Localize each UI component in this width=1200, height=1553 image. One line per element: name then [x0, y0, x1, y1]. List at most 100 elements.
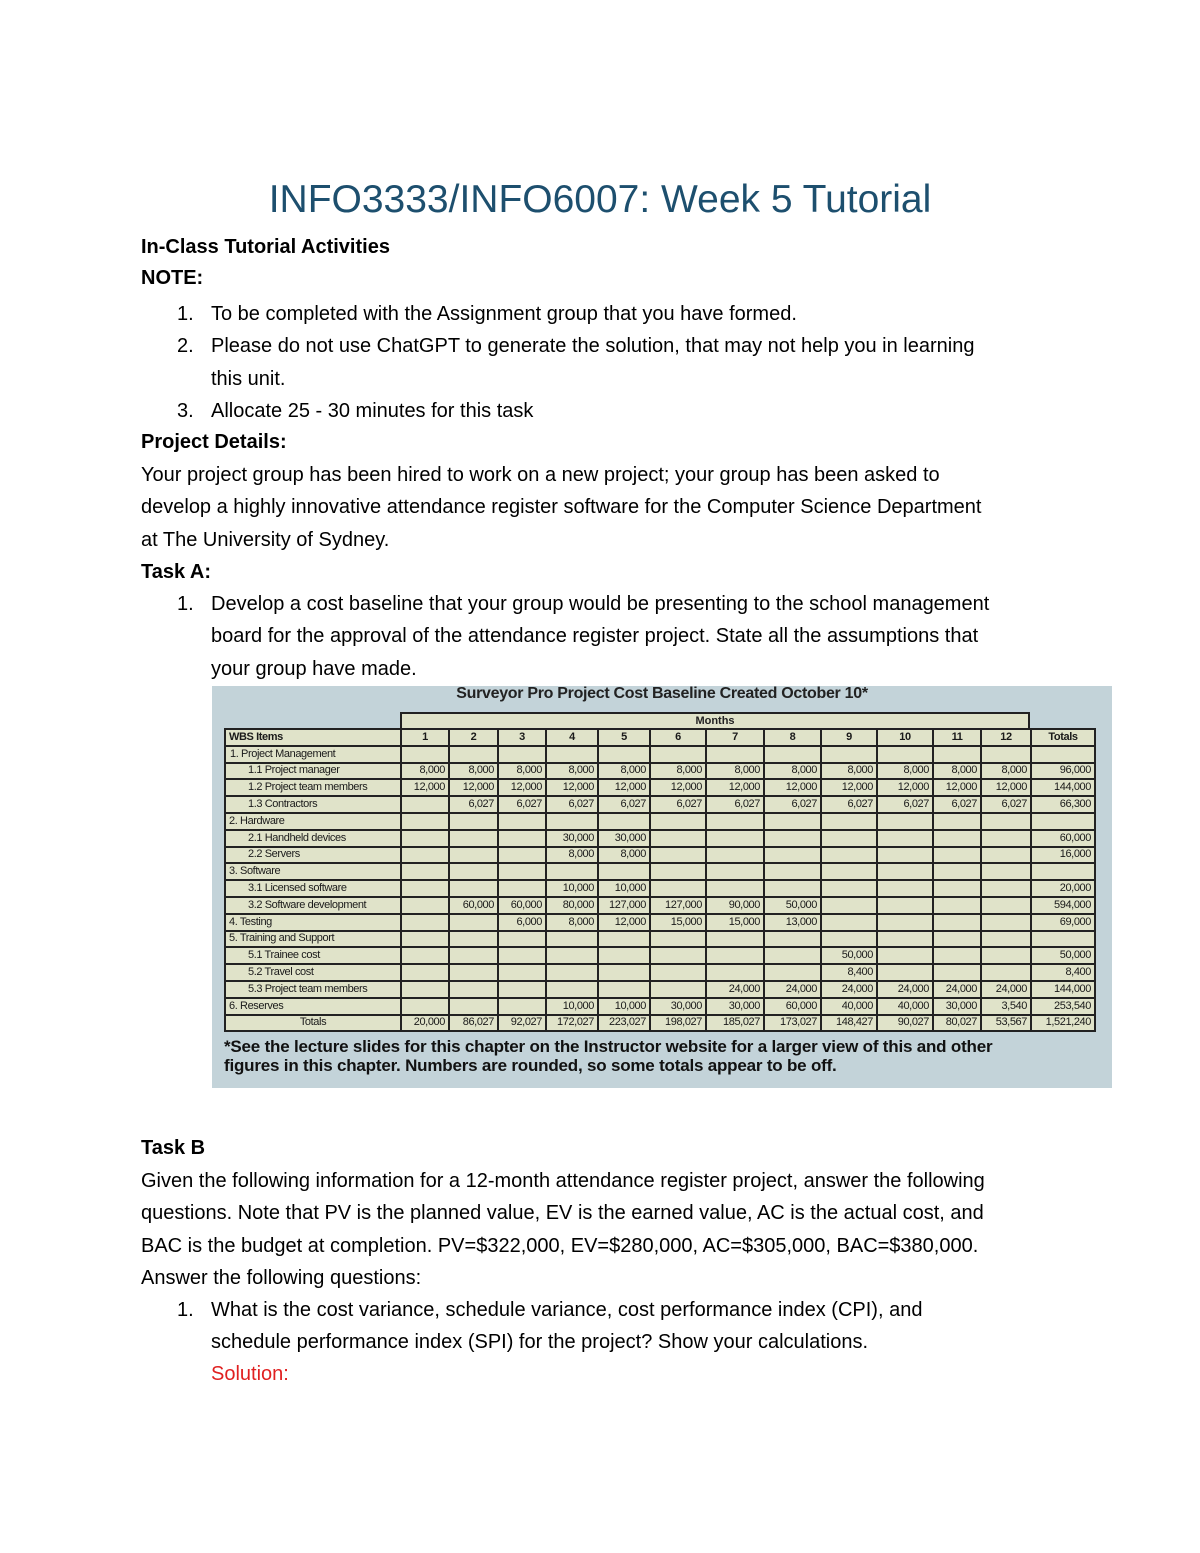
- cell-value: [400, 895, 450, 915]
- row-label: 6. Reserves: [224, 996, 402, 1016]
- cell-value: [545, 979, 599, 999]
- cell-value: [820, 744, 878, 764]
- cell-value: [705, 845, 765, 865]
- cell-value: 594,000: [1030, 895, 1096, 915]
- note-text: Allocate 25 - 30 minutes for this task: [211, 400, 534, 422]
- cell-value: 6,027: [932, 795, 982, 814]
- table-row: 6. Reserves 10,000 10,000 30,000 30,000 60,00…: [224, 996, 1096, 1016]
- row-label: 4. Testing: [224, 912, 402, 932]
- cell-value: [649, 929, 707, 949]
- cell-value: 1,521,240: [1030, 1013, 1096, 1033]
- cell-value: [932, 845, 982, 865]
- cell-value: 12,000: [649, 778, 707, 798]
- cell-value: [876, 845, 934, 865]
- column-header: 11: [932, 728, 982, 747]
- cell-value: [400, 744, 450, 764]
- note-text: this unit.: [211, 368, 286, 390]
- cell-value: 12,000: [820, 778, 878, 798]
- cell-value: [400, 996, 450, 1016]
- cell-value: 8,000: [980, 761, 1032, 781]
- cell-value: 8,000: [597, 845, 651, 865]
- cell-value: 6,027: [545, 795, 599, 814]
- row-label: 3. Software: [224, 862, 402, 882]
- cell-value: [763, 828, 822, 848]
- months-header: Months: [400, 712, 1030, 728]
- cell-value: [1030, 862, 1096, 882]
- cell-value: [876, 912, 934, 932]
- cell-value: [649, 845, 707, 865]
- cell-value: 8,000: [932, 761, 982, 781]
- cell-value: [497, 979, 547, 999]
- cell-value: [649, 979, 707, 999]
- cell-value: [763, 862, 822, 882]
- cell-value: 12,000: [597, 912, 651, 932]
- cell-value: [705, 862, 765, 882]
- cell-value: [448, 828, 499, 848]
- cell-value: [545, 963, 599, 982]
- figure-footnote: *See the lecture slides for this chapter…: [224, 1037, 993, 1075]
- cell-value: [876, 879, 934, 898]
- cell-value: 50,000: [1030, 946, 1096, 966]
- cell-value: 69,000: [1030, 912, 1096, 932]
- note-number: 1.: [177, 303, 194, 325]
- cell-value: [980, 929, 1032, 949]
- column-header: 10: [876, 728, 934, 747]
- table-row: 3.2 Software development 60,000 60,000 80,0…: [224, 895, 1096, 915]
- row-label: 5. Training and Support: [224, 929, 402, 949]
- cell-value: 144,000: [1030, 979, 1096, 999]
- project-text: at The University of Sydney.: [141, 529, 390, 551]
- column-header: 1: [400, 728, 450, 747]
- cell-value: 60,000: [448, 895, 499, 915]
- cell-value: 127,000: [649, 895, 707, 915]
- row-label: Totals: [224, 1013, 402, 1033]
- cell-value: [400, 845, 450, 865]
- table-row: 5.1 Trainee cost 50,000 50,000: [224, 946, 1096, 966]
- cell-value: 8,000: [497, 761, 547, 781]
- cell-value: 16,000: [1030, 845, 1096, 865]
- cell-value: 12,000: [980, 778, 1032, 798]
- cell-value: [649, 862, 707, 882]
- cell-value: 24,000: [763, 979, 822, 999]
- cell-value: [649, 828, 707, 848]
- cell-value: [545, 744, 599, 764]
- cell-value: 12,000: [400, 778, 450, 798]
- cell-value: [820, 929, 878, 949]
- cell-value: 12,000: [932, 778, 982, 798]
- cell-value: [876, 811, 934, 831]
- row-label: 5.2 Travel cost: [224, 963, 402, 982]
- cell-value: [448, 979, 499, 999]
- cell-value: [597, 862, 651, 882]
- row-label: 1.3 Contractors: [224, 795, 402, 814]
- cell-value: [545, 946, 599, 966]
- note-text: Please do not use ChatGPT to generate th…: [211, 335, 975, 357]
- cell-value: 10,000: [545, 879, 599, 898]
- cell-value: [448, 996, 499, 1016]
- cell-value: 6,027: [649, 795, 707, 814]
- cell-value: [932, 895, 982, 915]
- cell-value: 13,000: [763, 912, 822, 932]
- cell-value: [932, 811, 982, 831]
- task-b-question: What is the cost variance, schedule vari…: [211, 1299, 923, 1321]
- cell-value: [980, 879, 1032, 898]
- cell-value: [497, 963, 547, 982]
- cost-baseline-figure: Surveyor Pro Project Cost Baseline Creat…: [212, 685, 1112, 1088]
- cell-value: [763, 811, 822, 831]
- note-text: To be completed with the Assignment grou…: [211, 303, 797, 325]
- task-a-text: board for the approval of the attendance…: [211, 625, 979, 647]
- cell-value: 185,027: [705, 1013, 765, 1033]
- cell-value: [932, 963, 982, 982]
- table-row: Totals 20,000 86,027 92,027 172,027 223,027 19…: [224, 1013, 1096, 1033]
- cell-value: 60,000: [1030, 828, 1096, 848]
- cell-value: 80,027: [932, 1013, 982, 1033]
- cell-value: 53,567: [980, 1013, 1032, 1033]
- cell-value: [980, 828, 1032, 848]
- cell-value: 8,000: [545, 761, 599, 781]
- cell-value: [980, 862, 1032, 882]
- cell-value: 173,027: [763, 1013, 822, 1033]
- cost-baseline-table: WBS Items 1 2 3 4 5 6 7 8 9 10 11 12 Totals 1. Project…: [224, 728, 1096, 1033]
- cell-value: [820, 828, 878, 848]
- cell-value: [448, 845, 499, 865]
- cell-value: 8,000: [820, 761, 878, 781]
- cell-value: [705, 744, 765, 764]
- cell-value: [820, 845, 878, 865]
